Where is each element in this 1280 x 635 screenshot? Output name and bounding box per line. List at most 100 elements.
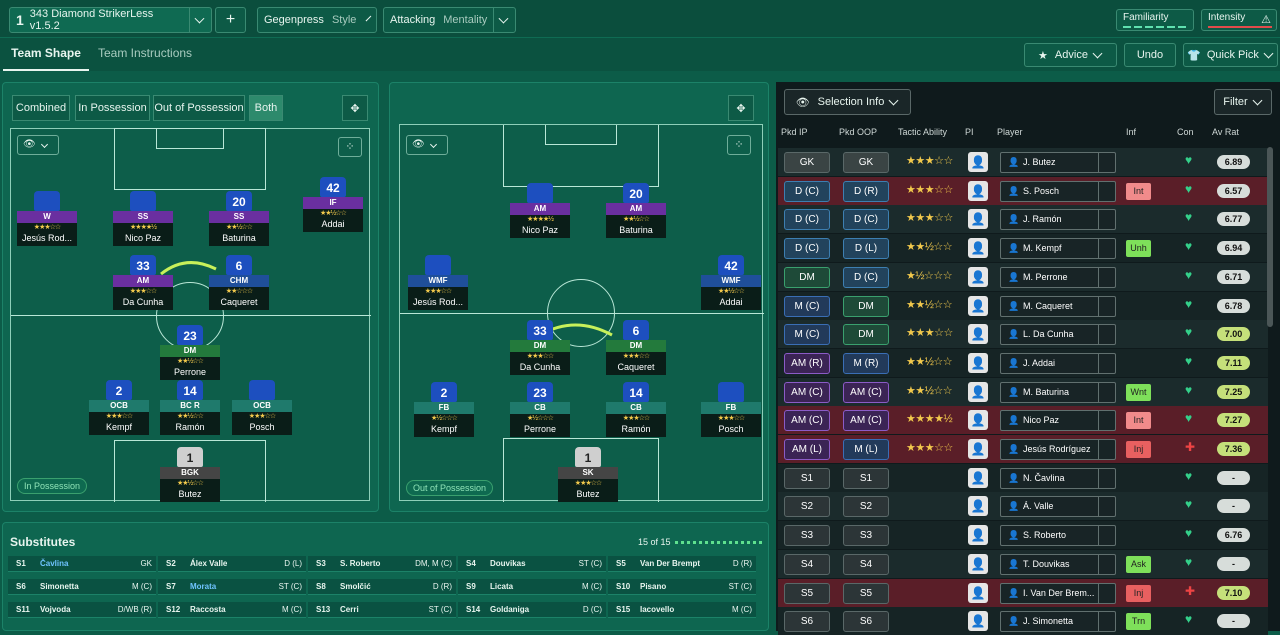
- substitute-item[interactable]: S9 Licata M (C): [458, 579, 606, 595]
- header-av-rat[interactable]: Av Rat: [1212, 127, 1239, 137]
- pkd-oop-slot[interactable]: AM (C): [843, 410, 889, 432]
- pkd-ip-slot[interactable]: S4: [784, 553, 830, 575]
- pkd-ip-slot[interactable]: GK: [784, 152, 830, 173]
- substitute-item[interactable]: S2 Álex Valle D (L): [158, 556, 306, 572]
- player-card[interactable]: 1 SK ★★★☆☆ Butez: [558, 447, 618, 502]
- pkd-ip-slot[interactable]: M (C): [784, 295, 830, 317]
- player-instructions-button[interactable]: 👤: [968, 582, 988, 603]
- pkd-oop-slot[interactable]: DM: [843, 324, 889, 346]
- player-dropdown[interactable]: 👤 S. Posch: [1000, 180, 1116, 202]
- player-card[interactable]: 20 AM ★★½☆☆ Baturina: [606, 183, 666, 238]
- substitute-item[interactable]: S6 Simonetta M (C): [8, 579, 156, 595]
- player-dropdown[interactable]: 👤 M. Kempf: [1000, 238, 1116, 260]
- pkd-oop-slot[interactable]: DM: [843, 295, 889, 317]
- pkd-ip-slot[interactable]: AM (R): [784, 352, 830, 374]
- player-dropdown[interactable]: 👤 M. Caqueret: [1000, 295, 1116, 317]
- player-card[interactable]: AM ★★★★½ Nico Paz: [510, 183, 570, 238]
- substitute-item[interactable]: S14 Goldaniga D (C): [458, 602, 606, 618]
- player-dropdown[interactable]: 👤 Jesús Rodríguez: [1000, 439, 1116, 460]
- header-inf[interactable]: Inf: [1126, 127, 1137, 137]
- player-dropdown[interactable]: 👤 J. Addai: [1000, 352, 1116, 374]
- pkd-oop-slot[interactable]: S6: [843, 611, 889, 633]
- substitute-item[interactable]: S7 Morata ST (C): [158, 579, 306, 595]
- tab-team-instructions[interactable]: Team Instructions: [98, 46, 193, 60]
- pkd-ip-slot[interactable]: S5: [784, 582, 830, 604]
- tactic-selector[interactable]: 1 343 Diamond StrikerLess v1.5.2: [9, 7, 212, 33]
- player-dropdown[interactable]: 👤 S. Roberto: [1000, 525, 1116, 547]
- substitute-item[interactable]: S15 Iacovello M (C): [608, 602, 756, 618]
- pkd-ip-slot[interactable]: S1: [784, 467, 830, 489]
- substitute-item[interactable]: S8 Smolčić D (R): [308, 579, 456, 595]
- header-tactic-ability[interactable]: Tactic Ability: [898, 127, 948, 137]
- player-card[interactable]: 23 CB ★½☆☆☆ Perrone: [510, 382, 570, 437]
- player-dropdown[interactable]: 👤 M. Perrone: [1000, 266, 1116, 288]
- player-card[interactable]: SS ★★★★½ Nico Paz: [113, 191, 173, 246]
- seg-both[interactable]: Both: [249, 95, 283, 121]
- pkd-ip-slot[interactable]: M (C): [784, 324, 830, 346]
- header-pkd-ip[interactable]: Pkd IP: [781, 127, 808, 137]
- player-card[interactable]: FB ★★★☆☆ Posch: [701, 382, 761, 437]
- player-card[interactable]: 33 AM ★★★☆☆ Da Cunha: [113, 255, 173, 310]
- pkd-ip-slot[interactable]: DM: [784, 266, 830, 288]
- player-dropdown[interactable]: 👤 T. Douvikas: [1000, 553, 1116, 575]
- pkd-oop-slot[interactable]: D (C): [843, 209, 889, 231]
- move-icon[interactable]: ✥: [728, 95, 754, 121]
- player-card[interactable]: 42 IF ★★½☆☆ Addai: [303, 177, 363, 232]
- move-icon[interactable]: ✥: [342, 95, 368, 121]
- player-card[interactable]: WMF ★★★☆☆ Jesús Rod...: [408, 255, 468, 310]
- table-scrollbar[interactable]: [1267, 147, 1273, 327]
- player-dropdown[interactable]: 👤 J. Ramón: [1000, 209, 1116, 231]
- grid-icon[interactable]: ⁘: [338, 137, 362, 157]
- player-card[interactable]: 23 DM ★★½☆☆ Perrone: [160, 325, 220, 380]
- player-card[interactable]: 2 OCB ★★★☆☆ Kempf: [89, 380, 149, 435]
- tab-team-shape[interactable]: Team Shape: [3, 38, 89, 71]
- player-instructions-button[interactable]: 👤: [968, 352, 988, 373]
- player-instructions-button[interactable]: 👤: [968, 467, 988, 488]
- pkd-ip-slot[interactable]: AM (C): [784, 410, 830, 432]
- substitute-item[interactable]: S4 Douvikas ST (C): [458, 556, 606, 572]
- player-card[interactable]: 2 FB ★½☆☆☆ Kempf: [414, 382, 474, 437]
- pkd-oop-slot[interactable]: S4: [843, 553, 889, 575]
- pkd-ip-slot[interactable]: S3: [784, 525, 830, 547]
- player-dropdown[interactable]: 👤 L. Da Cunha: [1000, 324, 1116, 346]
- player-dropdown[interactable]: 👤 I. Van Der Brem...: [1000, 582, 1116, 604]
- pkd-ip-slot[interactable]: AM (L): [784, 439, 830, 460]
- player-instructions-button[interactable]: 👤: [968, 381, 988, 402]
- pkd-ip-slot[interactable]: AM (C): [784, 381, 830, 403]
- pkd-ip-slot[interactable]: D (C): [784, 238, 830, 260]
- familiarity-meter[interactable]: Familiarity: [1116, 9, 1194, 31]
- substitute-item[interactable]: S11 Vojvoda D/WB (R): [8, 602, 156, 618]
- player-instructions-button[interactable]: 👤: [968, 439, 988, 459]
- player-card[interactable]: W ★★★☆☆ Jesús Rod...: [17, 191, 77, 246]
- pkd-oop-slot[interactable]: M (L): [843, 439, 889, 460]
- substitute-item[interactable]: S3 S. Roberto DM, M (C): [308, 556, 456, 572]
- pkd-oop-slot[interactable]: AM (C): [843, 381, 889, 403]
- selection-info-dropdown[interactable]: 👁 Selection Info: [784, 89, 911, 115]
- player-card[interactable]: 42 WMF ★★½☆☆ Addai: [701, 255, 761, 310]
- player-instructions-button[interactable]: 👤: [968, 496, 988, 517]
- pkd-oop-slot[interactable]: D (R): [843, 180, 889, 202]
- header-con[interactable]: Con: [1177, 127, 1194, 137]
- seg-combined[interactable]: Combined: [12, 95, 70, 121]
- substitute-item[interactable]: S5 Van Der Brempt D (R): [608, 556, 756, 572]
- seg-in-possession[interactable]: In Possession: [75, 95, 150, 121]
- pkd-ip-slot[interactable]: S6: [784, 611, 830, 633]
- advice-button[interactable]: ★ Advice: [1024, 43, 1117, 67]
- player-dropdown[interactable]: 👤 Á. Valle: [1000, 496, 1116, 518]
- player-instructions-button[interactable]: 👤: [968, 611, 988, 632]
- player-dropdown[interactable]: 👤 J. Butez: [1000, 152, 1116, 173]
- pkd-oop-slot[interactable]: S5: [843, 582, 889, 604]
- undo-button[interactable]: Undo: [1124, 43, 1176, 67]
- pkd-ip-slot[interactable]: D (C): [784, 180, 830, 202]
- pkd-oop-slot[interactable]: D (C): [843, 266, 889, 288]
- player-dropdown[interactable]: 👤 N. Čavlina: [1000, 467, 1116, 489]
- pkd-oop-slot[interactable]: D (L): [843, 238, 889, 260]
- player-instructions-button[interactable]: 👤: [968, 295, 988, 316]
- grid-icon[interactable]: ⁘: [727, 135, 751, 155]
- quick-pick-button[interactable]: 👕 Quick Pick: [1183, 43, 1278, 67]
- pkd-oop-slot[interactable]: S1: [843, 467, 889, 489]
- player-card[interactable]: 6 DM ★★★☆☆ Caqueret: [606, 320, 666, 375]
- player-card[interactable]: 6 CHM ★★☆☆☆ Caqueret: [209, 255, 269, 310]
- mentality-selector[interactable]: Attacking Mentality: [383, 7, 516, 33]
- player-instructions-button[interactable]: 👤: [968, 553, 988, 574]
